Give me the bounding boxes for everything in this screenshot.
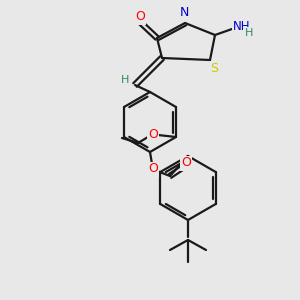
Text: H: H bbox=[121, 75, 129, 85]
Text: O: O bbox=[148, 128, 158, 140]
Text: NH: NH bbox=[233, 20, 251, 32]
Text: N: N bbox=[179, 7, 189, 20]
Text: H: H bbox=[245, 28, 253, 38]
Text: S: S bbox=[210, 61, 218, 74]
Text: O: O bbox=[148, 163, 158, 176]
Text: O: O bbox=[181, 157, 191, 169]
Text: O: O bbox=[135, 11, 145, 23]
